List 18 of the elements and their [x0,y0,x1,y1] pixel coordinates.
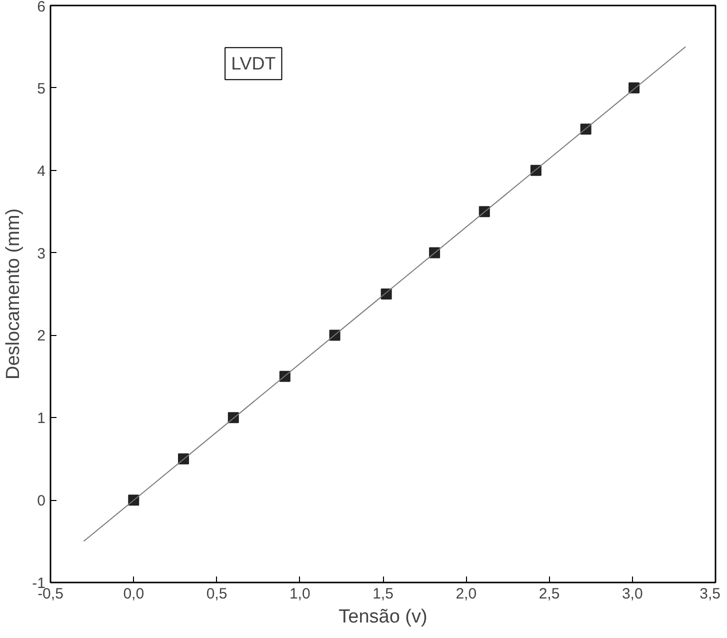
y-tick-label: 2 [37,328,46,345]
x-tick-label: 2,5 [538,586,560,602]
y-tick-label: 4 [37,162,46,180]
y-axis-title: Deslocamento (mm) [3,208,24,380]
annotation: LVDT [231,54,276,74]
x-tick-label: 0,5 [206,586,228,602]
x-tick-label: 1,5 [372,586,394,602]
x-tick-label: 0,0 [123,586,144,602]
x-tick-label: 2,0 [456,586,477,602]
y-tick-label: 3 [37,245,46,262]
y-tick-label: 6 [37,0,46,16]
x-axis-title: Tensão (v) [338,606,428,628]
y-tick-label: 1 [37,410,46,428]
x-tick-label: 3,0 [622,586,643,602]
x-tick-label: 1,0 [289,586,310,602]
y-tick-label: 0 [37,492,46,510]
x-tick-label: 3,5 [700,586,721,602]
y-tick-label: 5 [37,80,46,98]
